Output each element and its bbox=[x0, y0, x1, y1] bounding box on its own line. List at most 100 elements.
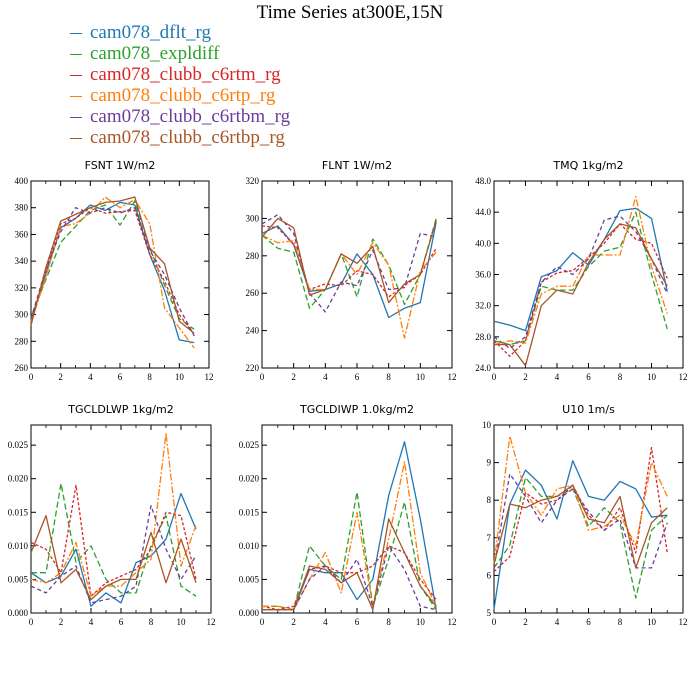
legend-label: cam078_clubb_c6rtp_rg bbox=[90, 85, 276, 106]
x-tick-label: 4 bbox=[323, 617, 328, 627]
series-line-cam078_clubb_c6rtbm_rg bbox=[493, 215, 668, 350]
legend-label: cam078_clubb_c6rtm_rg bbox=[90, 64, 281, 85]
legend-label: cam078_clubb_c6rtbp_rg bbox=[90, 127, 285, 148]
series-line-cam078_clubb_c6rtm_rg bbox=[261, 225, 437, 298]
series-line-cam078_clubb_c6rtm_rg bbox=[493, 446, 668, 573]
y-tick-label: 380 bbox=[15, 203, 29, 213]
x-tick-label: 2 bbox=[58, 372, 63, 382]
panel-title: U10 1m/s bbox=[562, 403, 615, 416]
y-tick-label: 0.015 bbox=[8, 507, 29, 517]
series-line-cam078_clubb_c6rtp_rg bbox=[262, 461, 437, 611]
x-tick-label: 6 bbox=[586, 372, 591, 382]
series-line-cam078_clubb_c6rtp_rg bbox=[261, 234, 437, 339]
x-tick-label: 12 bbox=[448, 617, 457, 627]
x-tick-label: 4 bbox=[89, 617, 94, 627]
x-tick-label: 10 bbox=[647, 617, 657, 627]
y-tick-label: 300 bbox=[246, 213, 260, 223]
legend-line-swatch bbox=[70, 33, 82, 34]
y-tick-label: 5 bbox=[487, 608, 492, 618]
y-tick-label: 0.005 bbox=[8, 574, 29, 584]
plot-frame bbox=[493, 180, 684, 369]
x-tick-label: 6 bbox=[355, 372, 360, 382]
y-tick-label: 320 bbox=[15, 283, 29, 293]
x-tick-label: 6 bbox=[118, 372, 123, 382]
y-tick-label: 0.025 bbox=[8, 440, 29, 450]
x-tick-label: 10 bbox=[416, 617, 426, 627]
plot-frame bbox=[261, 424, 453, 614]
legend: cam078_dflt_rg cam078_expldiff cam078_club… bbox=[66, 22, 346, 150]
y-tick-label: 260 bbox=[246, 288, 260, 298]
x-tick-label: 4 bbox=[323, 372, 328, 382]
legend-label: cam078_dflt_rg bbox=[90, 22, 212, 43]
x-tick-label: 12 bbox=[679, 617, 688, 627]
series-line-cam078_expldiff bbox=[31, 482, 197, 597]
legend-line-swatch bbox=[70, 117, 82, 118]
legend-item: cam078_dflt_rg bbox=[66, 22, 346, 45]
y-tick-label: 28.0 bbox=[475, 332, 491, 342]
y-tick-label: 0.020 bbox=[239, 474, 260, 484]
y-tick-label: 24.0 bbox=[475, 363, 491, 373]
x-tick-label: 0 bbox=[260, 372, 265, 382]
x-tick-label: 12 bbox=[205, 372, 214, 382]
x-tick-label: 2 bbox=[523, 617, 528, 627]
x-tick-label: 0 bbox=[29, 617, 34, 627]
figure-title: Time Series at300E,15N bbox=[256, 2, 444, 23]
series-line-cam078_clubb_c6rtbp_rg bbox=[493, 484, 668, 569]
legend-line-swatch bbox=[70, 96, 82, 97]
y-tick-label: 9 bbox=[487, 458, 492, 468]
y-tick-label: 300 bbox=[15, 310, 29, 320]
x-tick-label: 10 bbox=[175, 372, 185, 382]
panel-title: TGCLDLWP 1kg/m2 bbox=[67, 403, 173, 416]
legend-label: cam078_expldiff bbox=[90, 43, 220, 64]
legend-line-swatch bbox=[70, 54, 82, 55]
panel-title: TGCLDIWP 1.0kg/m2 bbox=[299, 403, 414, 416]
y-tick-label: 0.020 bbox=[8, 474, 29, 484]
x-tick-label: 2 bbox=[523, 372, 528, 382]
series-line-cam078_expldiff bbox=[30, 200, 195, 330]
x-tick-label: 0 bbox=[492, 617, 497, 627]
x-tick-label: 12 bbox=[448, 372, 457, 382]
series-line-cam078_clubb_c6rtm_rg bbox=[30, 484, 197, 597]
y-tick-label: 0.015 bbox=[239, 507, 260, 517]
legend-label: cam078_clubb_c6rtbm_rg bbox=[90, 106, 291, 127]
y-tick-label: 0.010 bbox=[8, 541, 29, 551]
y-tick-label: 6 bbox=[487, 570, 492, 580]
y-tick-label: 40.0 bbox=[475, 238, 491, 248]
y-tick-label: 10 bbox=[482, 420, 492, 430]
series-line-cam078_clubb_c6rtbp_rg bbox=[30, 196, 195, 334]
x-tick-label: 8 bbox=[618, 372, 623, 382]
series-line-cam078_clubb_c6rtbp_rg bbox=[262, 518, 437, 611]
y-tick-label: 36.0 bbox=[475, 270, 491, 280]
chart-panel: FSNT 1W/m2 0 2 4 6 8 10 12 260 280 300 320 340 360 380… bbox=[15, 159, 214, 382]
chart-panel: FLNT 1W/m2 0 2 4 6 8 10 12 220 240 260 280 300 320 bbox=[246, 159, 457, 382]
chart-panel: TMQ 1kg/m2 0 2 4 6 8 10 12 24.0 28.0 32.0 36.0 40.0 4… bbox=[475, 159, 687, 382]
series-line-cam078_clubb_c6rtbp_rg bbox=[494, 223, 668, 367]
x-tick-label: 6 bbox=[119, 617, 124, 627]
series-line-cam078_expldiff bbox=[261, 218, 437, 309]
x-tick-label: 10 bbox=[177, 617, 187, 627]
y-tick-label: 0.010 bbox=[239, 541, 260, 551]
legend-item: cam078_expldiff bbox=[66, 43, 346, 66]
x-tick-label: 8 bbox=[147, 372, 152, 382]
x-tick-label: 6 bbox=[586, 617, 591, 627]
chart-panel: U10 1m/s 0 2 4 6 8 10 12 5 6 7 8 9 10 bbox=[482, 403, 688, 627]
y-tick-label: 280 bbox=[15, 336, 29, 346]
x-tick-label: 10 bbox=[416, 372, 426, 382]
legend-item: cam078_clubb_c6rtbp_rg bbox=[66, 127, 346, 150]
x-tick-label: 12 bbox=[679, 372, 688, 382]
x-tick-label: 2 bbox=[291, 372, 296, 382]
series-line-cam078_clubb_c6rtp_rg bbox=[493, 435, 668, 565]
legend-item: cam078_clubb_c6rtm_rg bbox=[66, 64, 346, 87]
panel-title: FSNT 1W/m2 bbox=[85, 159, 156, 172]
series-line-cam078_clubb_c6rtbp_rg bbox=[261, 217, 437, 304]
y-tick-label: 44.0 bbox=[475, 207, 491, 217]
series-line-cam078_clubb_c6rtbm_rg bbox=[493, 473, 668, 569]
series-line-cam078_clubb_c6rtbp_rg bbox=[30, 514, 197, 601]
panel-title: TMQ 1kg/m2 bbox=[552, 159, 623, 172]
series-line-cam078_clubb_c6rtp_rg bbox=[30, 196, 195, 349]
x-tick-label: 8 bbox=[149, 617, 154, 627]
y-tick-label: 32.0 bbox=[475, 301, 491, 311]
y-tick-label: 0.005 bbox=[239, 574, 260, 584]
